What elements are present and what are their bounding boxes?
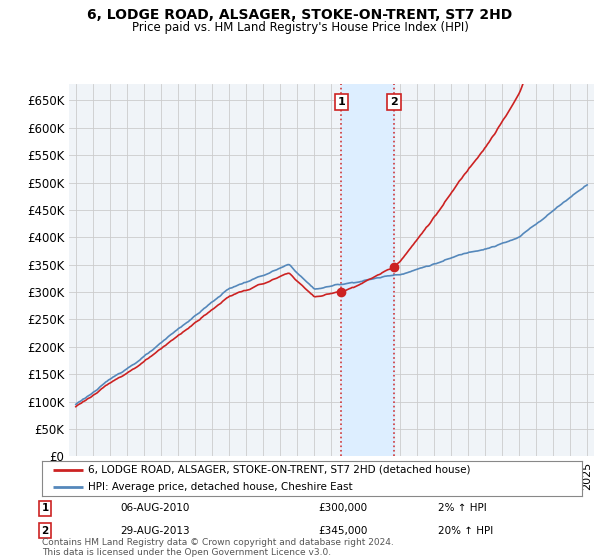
- Text: 2% ↑ HPI: 2% ↑ HPI: [438, 503, 487, 514]
- Text: Price paid vs. HM Land Registry's House Price Index (HPI): Price paid vs. HM Land Registry's House …: [131, 21, 469, 34]
- Text: 29-AUG-2013: 29-AUG-2013: [120, 526, 190, 536]
- Bar: [341, 84, 394, 456]
- Text: 1: 1: [41, 503, 49, 514]
- Text: 06-AUG-2010: 06-AUG-2010: [120, 503, 190, 514]
- Text: 2: 2: [390, 97, 398, 107]
- Text: £345,000: £345,000: [318, 526, 367, 536]
- Text: HPI: Average price, detached house, Cheshire East: HPI: Average price, detached house, Ches…: [88, 482, 353, 492]
- Text: 2: 2: [41, 526, 49, 536]
- Text: 6, LODGE ROAD, ALSAGER, STOKE-ON-TRENT, ST7 2HD (detached house): 6, LODGE ROAD, ALSAGER, STOKE-ON-TRENT, …: [88, 465, 470, 474]
- Text: 1: 1: [338, 97, 345, 107]
- Text: 6, LODGE ROAD, ALSAGER, STOKE-ON-TRENT, ST7 2HD: 6, LODGE ROAD, ALSAGER, STOKE-ON-TRENT, …: [88, 8, 512, 22]
- Text: Contains HM Land Registry data © Crown copyright and database right 2024.
This d: Contains HM Land Registry data © Crown c…: [42, 538, 394, 557]
- Text: 20% ↑ HPI: 20% ↑ HPI: [438, 526, 493, 536]
- Text: £300,000: £300,000: [318, 503, 367, 514]
